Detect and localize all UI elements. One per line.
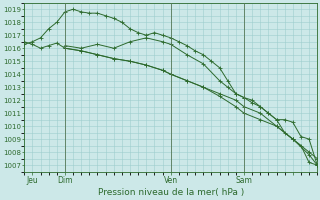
X-axis label: Pression niveau de la mer( hPa ): Pression niveau de la mer( hPa ): [98, 188, 244, 197]
